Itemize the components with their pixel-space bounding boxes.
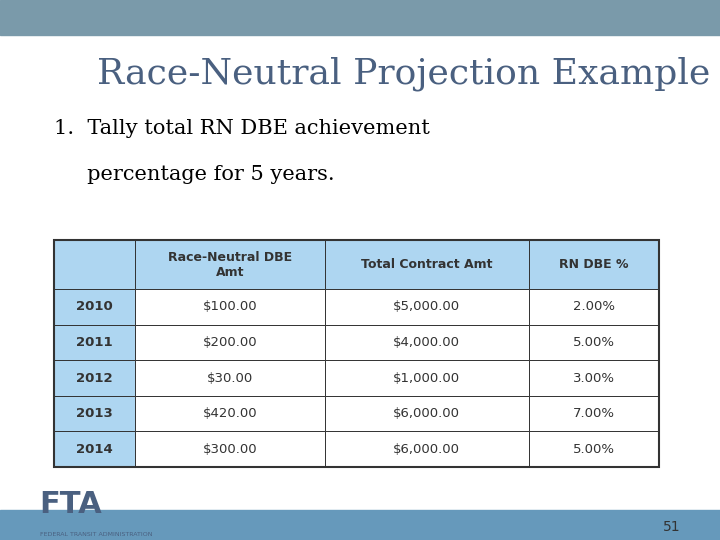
Text: 1.  Tally total RN DBE achievement: 1. Tally total RN DBE achievement [54, 119, 430, 138]
Text: 51: 51 [663, 519, 680, 534]
Text: $5,000.00: $5,000.00 [393, 300, 460, 313]
Text: $4,000.00: $4,000.00 [393, 336, 460, 349]
Text: 5.00%: 5.00% [572, 336, 615, 349]
Text: percentage for 5 years.: percentage for 5 years. [54, 165, 335, 184]
Text: $420.00: $420.00 [202, 407, 257, 420]
Text: 2013: 2013 [76, 407, 113, 420]
Text: 3.00%: 3.00% [572, 372, 615, 384]
Text: $6,000.00: $6,000.00 [393, 443, 460, 456]
Text: 5.00%: 5.00% [572, 443, 615, 456]
Text: $200.00: $200.00 [202, 336, 257, 349]
Text: 2010: 2010 [76, 300, 113, 313]
Text: 2012: 2012 [76, 372, 113, 384]
Text: RN DBE %: RN DBE % [559, 258, 629, 271]
Text: FEDERAL TRANSIT ADMINISTRATION: FEDERAL TRANSIT ADMINISTRATION [40, 532, 152, 537]
Text: 2014: 2014 [76, 443, 113, 456]
Text: FTA: FTA [40, 490, 102, 518]
Text: $1,000.00: $1,000.00 [393, 372, 460, 384]
Text: $6,000.00: $6,000.00 [393, 407, 460, 420]
Text: Total Contract Amt: Total Contract Amt [361, 258, 492, 271]
Text: Race-Neutral Projection Example: Race-Neutral Projection Example [97, 57, 711, 91]
Text: $30.00: $30.00 [207, 372, 253, 384]
Text: $300.00: $300.00 [202, 443, 257, 456]
Text: Race-Neutral DBE
Amt: Race-Neutral DBE Amt [168, 251, 292, 279]
Text: $100.00: $100.00 [202, 300, 257, 313]
Text: 7.00%: 7.00% [572, 407, 615, 420]
Text: 2.00%: 2.00% [572, 300, 615, 313]
Text: 2011: 2011 [76, 336, 113, 349]
